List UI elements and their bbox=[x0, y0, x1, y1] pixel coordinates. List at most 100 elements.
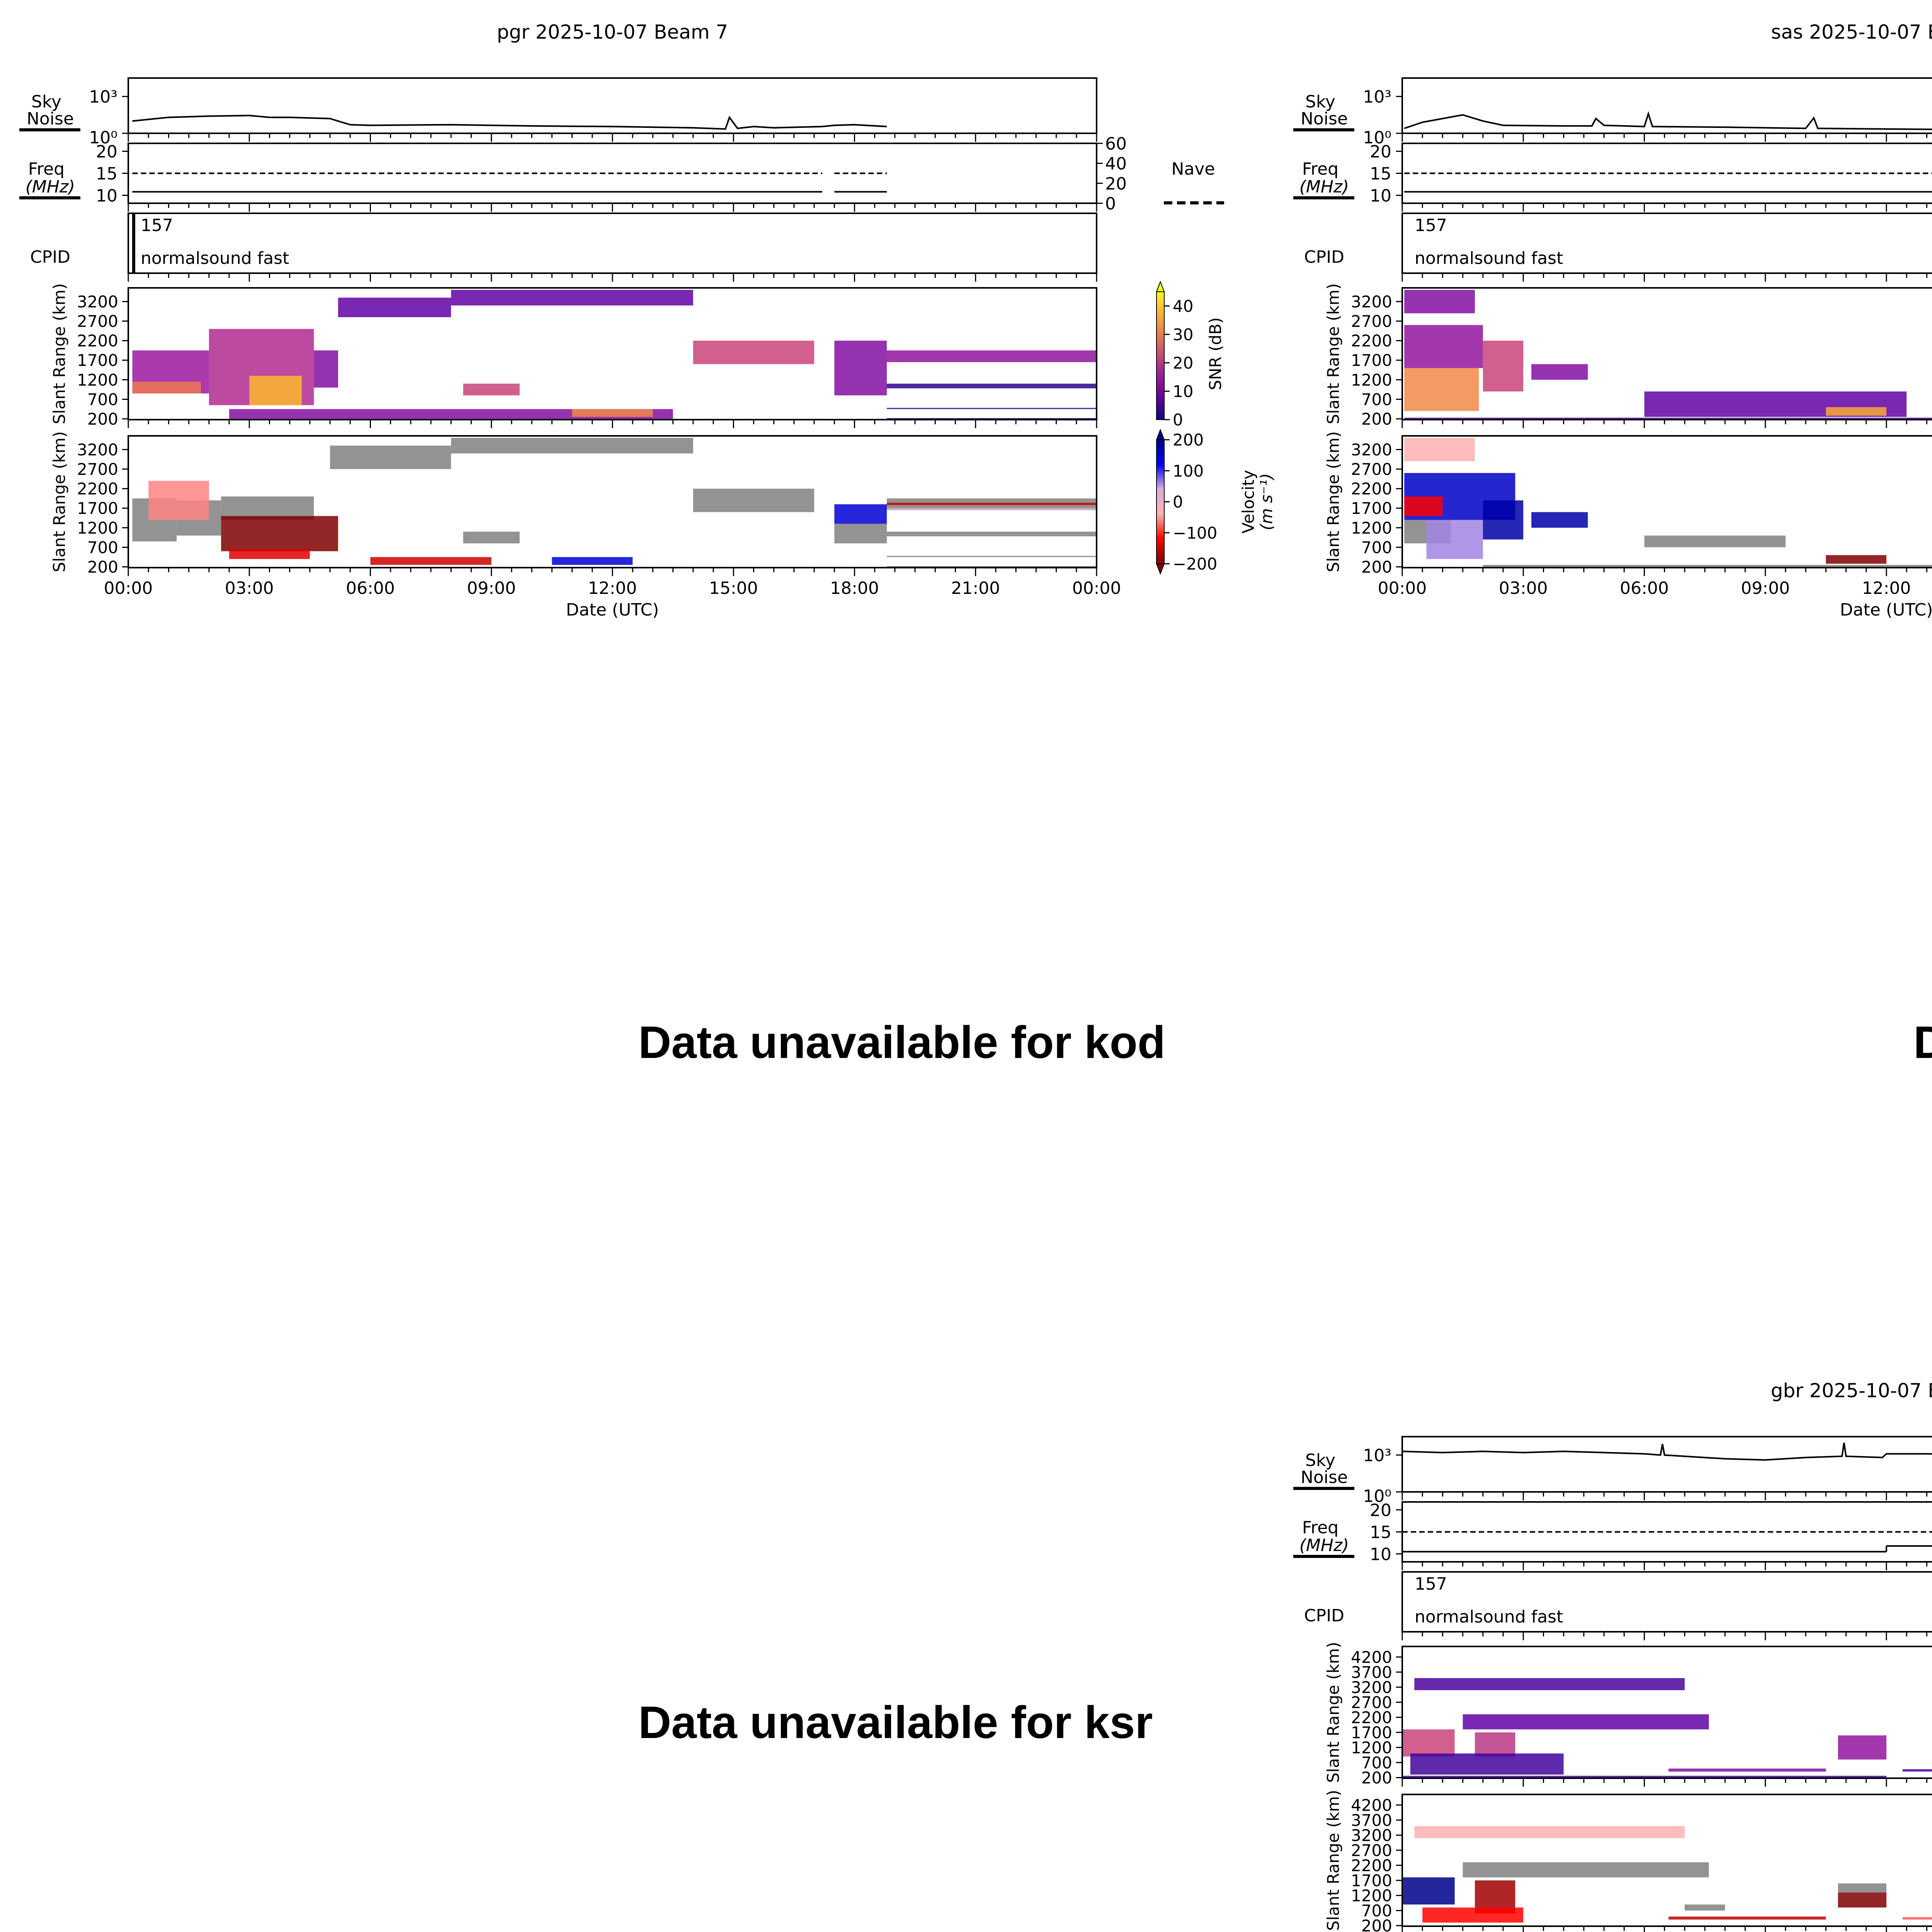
snr-cell bbox=[1404, 417, 1932, 419]
snr-cell bbox=[1410, 1753, 1564, 1775]
velocity-cell bbox=[229, 549, 310, 559]
snr-ytick-label: 200 bbox=[87, 410, 118, 429]
x-axis-label: Date (UTC) bbox=[566, 600, 659, 620]
velocity-ytick-label: 2200 bbox=[1351, 1856, 1392, 1875]
velocity-cell bbox=[1826, 555, 1886, 564]
velocity-colorbar-tick-label: −200 bbox=[1173, 554, 1217, 573]
snr-ytick-label: 2700 bbox=[1351, 1693, 1392, 1712]
freq-label-unit: (MHz) bbox=[26, 177, 75, 197]
velocity-ytick-label: 3200 bbox=[1351, 1826, 1392, 1845]
velocity-colorbar bbox=[1156, 439, 1165, 564]
snr-cell bbox=[1404, 368, 1479, 411]
snr-ytick-label: 4200 bbox=[1351, 1648, 1392, 1667]
freq-label: Freq bbox=[28, 159, 65, 179]
freq-ytick-label: 10 bbox=[1370, 1544, 1391, 1564]
snr-ytick-label: 2200 bbox=[1351, 1708, 1392, 1727]
snr-ytick-label: 200 bbox=[1361, 1768, 1392, 1787]
velocity-ytick-label: 1700 bbox=[1351, 499, 1392, 518]
snr-ytick-label: 3200 bbox=[77, 292, 118, 311]
freq-ytick-label: 20 bbox=[1370, 1501, 1391, 1520]
velocity-cell bbox=[887, 566, 1097, 567]
sky-noise-line bbox=[132, 114, 887, 130]
sky-noise-axes bbox=[128, 77, 1097, 134]
nave-ytick-label: 20 bbox=[1105, 174, 1127, 194]
x-tick-label: 12:00 bbox=[588, 578, 637, 598]
velocity-ytick-label: 1200 bbox=[77, 519, 118, 537]
snr-cell bbox=[1463, 1714, 1709, 1730]
velocity-cell bbox=[1684, 1904, 1725, 1911]
nave-ytick-label: 0 bbox=[1105, 194, 1116, 214]
cpid-name: normalsound fast bbox=[141, 248, 289, 268]
x-axis-label: Date (UTC) bbox=[1840, 600, 1932, 620]
snr-cell bbox=[887, 383, 1097, 389]
snr-cell bbox=[1531, 364, 1588, 380]
chart-title: sas 2025-10-07 Beam 7 bbox=[1771, 21, 1932, 43]
velocity-cell bbox=[887, 508, 1097, 510]
sky-ytick-label: 10³ bbox=[89, 87, 117, 107]
snr-colorbar-extend-max bbox=[1156, 281, 1165, 292]
velocity-cell bbox=[330, 446, 451, 469]
freq-ytick-label: 15 bbox=[1370, 1523, 1391, 1543]
snr-cell bbox=[1826, 407, 1886, 416]
snr-cell bbox=[249, 376, 302, 405]
x-tick-label: 15:00 bbox=[709, 578, 758, 598]
velocity-ytick-label: 1200 bbox=[1351, 519, 1392, 537]
rti-panel-gbr: gbr 2025-10-07 Beam 710³10⁰SkyNoise20151… bbox=[1293, 1379, 1932, 1932]
snr-data bbox=[1404, 290, 1932, 419]
snr-ytick-label: 2700 bbox=[1351, 312, 1392, 331]
snr-cell bbox=[887, 418, 1097, 419]
velocity-cell bbox=[148, 481, 209, 520]
snr-ytick-label: 3700 bbox=[1351, 1663, 1392, 1682]
cpid-label: CPID bbox=[1304, 1606, 1344, 1626]
freq-label-unit: (MHz) bbox=[1299, 177, 1349, 197]
snr-ytick-label: 200 bbox=[1361, 410, 1392, 429]
snr-colorbar-tick-label: 40 bbox=[1173, 297, 1193, 316]
snr-ytick-label: 2700 bbox=[77, 312, 118, 331]
velocity-cell bbox=[1414, 1826, 1685, 1838]
velocity-cell bbox=[1644, 536, 1786, 548]
x-tick-label: 21:00 bbox=[951, 578, 1000, 598]
cpid-number: 157 bbox=[1415, 216, 1447, 235]
velocity-cell bbox=[463, 531, 520, 544]
cpid-number: 157 bbox=[141, 216, 173, 235]
snr-ytick-label: 2200 bbox=[1351, 332, 1392, 350]
snr-ytick-label: 1200 bbox=[1351, 1738, 1392, 1757]
snr-cell bbox=[451, 290, 693, 306]
snr-cell bbox=[1838, 1735, 1886, 1760]
x-tick-label: 00:00 bbox=[1072, 578, 1121, 598]
x-tick-label: 12:00 bbox=[1862, 578, 1911, 598]
sky-noise-label: Noise bbox=[27, 109, 74, 129]
velocity-data bbox=[132, 438, 1097, 567]
velocity-cell bbox=[693, 488, 815, 512]
snr-data bbox=[1402, 1678, 1932, 1778]
rti-panel-sas: sas 2025-10-07 Beam 710³10⁰SkyNoise20151… bbox=[1293, 21, 1932, 620]
nave-ytick-label: 40 bbox=[1105, 154, 1127, 174]
velocity-ytick-label: 700 bbox=[1361, 1901, 1392, 1920]
velocity-colorbar-tick-label: −100 bbox=[1173, 524, 1217, 543]
freq-label: Freq bbox=[1302, 1518, 1338, 1537]
velocity-cell bbox=[370, 557, 492, 565]
velocity-colorbar-tick-label: 100 bbox=[1173, 461, 1204, 480]
velocity-ytick-label: 2700 bbox=[1351, 460, 1392, 479]
velocity-colorbar-extend-max bbox=[1156, 429, 1165, 440]
slant-range-label: Slant Range (km) bbox=[1324, 431, 1343, 572]
sky-noise-label: Sky bbox=[1305, 1451, 1335, 1470]
snr-ytick-label: 3200 bbox=[1351, 292, 1392, 311]
snr-ytick-label: 1700 bbox=[1351, 1723, 1392, 1742]
sky-ytick-label: 10³ bbox=[1363, 1446, 1391, 1466]
snr-cell bbox=[132, 381, 201, 394]
x-tick-label: 09:00 bbox=[1741, 578, 1790, 598]
x-tick-label: 00:00 bbox=[1378, 578, 1427, 598]
velocity-cell bbox=[887, 556, 1097, 557]
velocity-ytick-label: 1700 bbox=[77, 499, 118, 518]
velocity-ytick-label: 1700 bbox=[1351, 1871, 1392, 1890]
snr-cell bbox=[1475, 1732, 1515, 1757]
velocity-cell bbox=[451, 438, 693, 454]
sky-noise-line bbox=[1402, 1442, 1932, 1461]
velocity-cell bbox=[221, 516, 338, 551]
snr-ytick-label: 1200 bbox=[77, 371, 118, 389]
snr-cell bbox=[887, 350, 1097, 362]
freq-ytick-label: 20 bbox=[1370, 142, 1391, 162]
snr-ytick-label: 1700 bbox=[77, 351, 118, 370]
